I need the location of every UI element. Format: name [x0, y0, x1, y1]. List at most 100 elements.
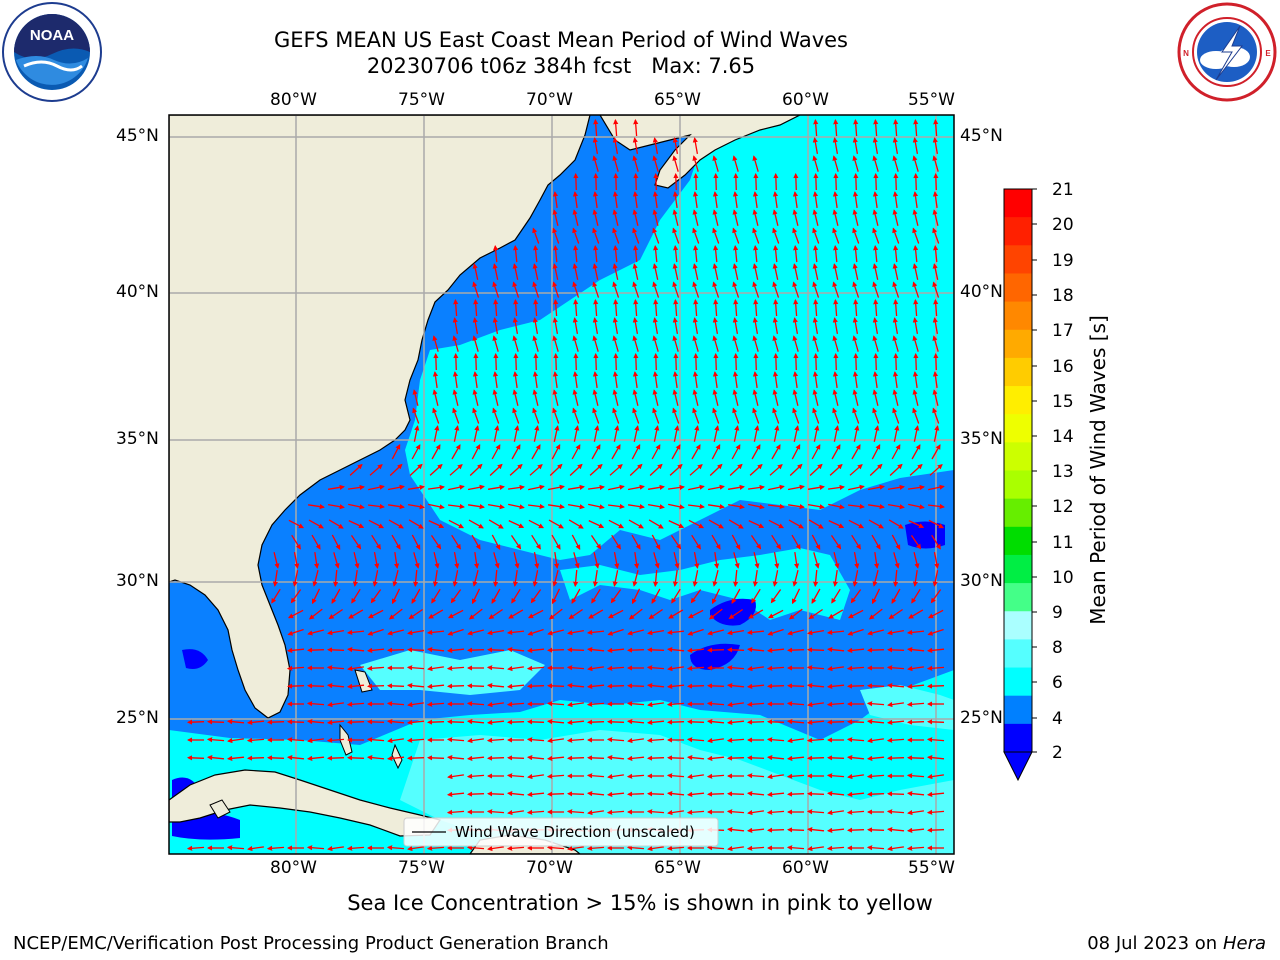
wind-wave-arrow	[828, 503, 845, 510]
wind-wave-arrow	[906, 701, 925, 707]
wind-wave-arrow	[566, 719, 585, 725]
wind-wave-arrow	[552, 227, 560, 244]
wind-wave-arrow	[528, 519, 545, 529]
wind-wave-arrow	[613, 118, 619, 137]
wind-wave-arrow	[506, 755, 525, 761]
wind-wave-arrow	[692, 407, 700, 424]
wind-wave-arrow	[689, 464, 703, 476]
wind-wave-arrow	[772, 281, 780, 298]
wind-wave-arrow	[766, 683, 785, 689]
wind-wave-arrow	[586, 755, 605, 761]
colorbar-tick-label: 10	[1052, 568, 1074, 588]
wind-wave-arrow	[586, 773, 605, 779]
wind-wave-arrow	[752, 281, 760, 298]
wind-wave-arrow	[786, 827, 805, 833]
wind-wave-arrow	[872, 155, 879, 172]
colorbar-swatch	[1004, 583, 1032, 612]
wind-wave-arrow	[671, 444, 681, 460]
wind-wave-arrow	[647, 484, 665, 490]
lon-label-top-55w: 55°W	[908, 90, 955, 110]
wind-wave-arrow	[247, 845, 264, 852]
wind-wave-arrow	[206, 719, 225, 725]
wind-wave-arrow	[552, 191, 559, 208]
wind-wave-arrow	[811, 588, 821, 604]
wind-wave-arrow	[568, 608, 583, 620]
wind-wave-arrow	[932, 281, 940, 298]
wind-wave-arrow	[391, 443, 401, 460]
wind-wave-arrow	[794, 552, 800, 569]
wind-wave-arrow	[853, 298, 859, 317]
wind-wave-arrow	[731, 588, 741, 604]
wind-wave-arrow	[771, 534, 781, 550]
wind-wave-arrow	[631, 588, 641, 605]
wind-wave-arrow	[686, 809, 705, 815]
wind-wave-arrow	[811, 444, 821, 460]
wind-wave-arrow	[852, 263, 859, 280]
wind-wave-arrow	[706, 647, 725, 653]
wind-wave-arrow	[874, 552, 880, 569]
wind-wave-arrow	[632, 137, 639, 155]
wind-wave-arrow	[752, 335, 759, 352]
wind-wave-arrow	[772, 570, 779, 587]
wind-wave-arrow	[787, 737, 804, 744]
wind-wave-arrow	[666, 701, 685, 707]
wind-wave-arrow	[492, 281, 500, 298]
wind-wave-arrow	[531, 444, 541, 460]
wind-wave-arrow	[807, 701, 824, 708]
wind-wave-arrow	[512, 407, 520, 424]
wind-wave-arrow	[553, 298, 559, 317]
wind-wave-arrow	[753, 552, 760, 569]
wind-wave-arrow	[606, 683, 625, 689]
colorbar-swatch	[1004, 245, 1032, 274]
wind-wave-arrow	[793, 244, 799, 263]
wind-wave-arrow	[906, 647, 925, 653]
wind-wave-arrow	[592, 155, 599, 172]
wind-wave-arrow	[806, 827, 825, 833]
wind-wave-arrow	[453, 352, 459, 371]
wind-wave-arrow	[826, 845, 845, 851]
wind-wave-arrow	[486, 647, 505, 653]
wind-wave-arrow	[893, 118, 899, 137]
wind-wave-arrow	[649, 463, 663, 476]
wind-wave-arrow	[913, 552, 920, 569]
wind-wave-arrow	[788, 519, 804, 529]
wind-wave-arrow	[406, 719, 425, 725]
wind-wave-arrow	[573, 172, 579, 191]
wind-wave-arrow	[548, 504, 565, 510]
wind-wave-arrow	[487, 845, 504, 852]
wind-wave-arrow	[648, 519, 664, 529]
wind-wave-arrow	[546, 845, 565, 851]
wind-wave-arrow	[872, 335, 879, 352]
wind-wave-arrow	[673, 552, 680, 569]
wind-wave-arrow	[813, 352, 819, 371]
wind-wave-arrow	[451, 444, 461, 460]
wind-wave-arrow	[713, 244, 719, 263]
wind-wave-arrow	[346, 845, 365, 851]
wind-wave-arrow	[346, 683, 365, 689]
wind-wave-arrow	[646, 647, 665, 653]
wind-wave-arrow	[752, 209, 759, 226]
wind-wave-arrow	[346, 629, 365, 636]
wind-wave-arrow	[646, 665, 665, 671]
wind-wave-arrow	[728, 608, 743, 620]
wind-wave-arrow	[647, 629, 665, 636]
wind-wave-arrow	[568, 519, 584, 529]
wind-wave-arrow	[586, 701, 605, 707]
wind-wave-arrow	[466, 701, 485, 707]
wind-wave-arrow	[832, 335, 839, 352]
wind-wave-arrow	[711, 443, 721, 460]
wind-wave-arrow	[307, 737, 324, 744]
wind-wave-arrow	[732, 155, 739, 172]
wind-wave-arrow	[812, 209, 819, 226]
wind-wave-arrow	[673, 244, 679, 263]
wind-wave-arrow	[733, 352, 739, 371]
wind-wave-arrow	[287, 609, 304, 619]
wind-wave-arrow	[512, 570, 518, 587]
wind-wave-arrow	[652, 371, 659, 388]
wind-wave-arrow	[552, 263, 559, 280]
wind-wave-arrow	[912, 155, 919, 172]
wind-wave-arrow	[772, 191, 779, 208]
wind-wave-arrow	[588, 609, 604, 619]
lat-label-right-30n: 30°N	[960, 571, 1003, 591]
